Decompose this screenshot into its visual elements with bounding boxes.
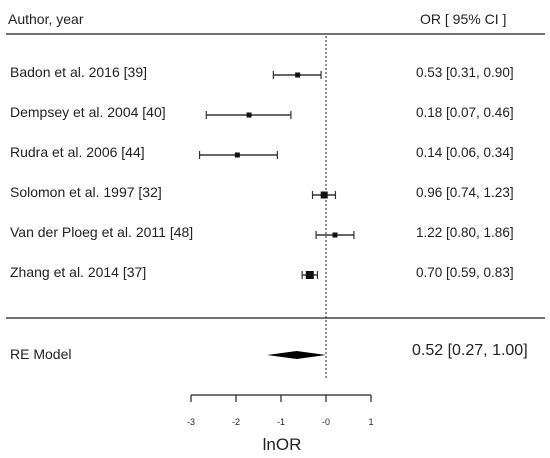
study-point-estimate bbox=[234, 152, 240, 158]
x-axis-tick-label: -1 bbox=[277, 417, 285, 427]
summary-diamond bbox=[267, 351, 326, 359]
study-point-estimate bbox=[295, 72, 301, 78]
study-label: Rudra et al. 2006 [44] bbox=[10, 144, 145, 160]
study-point-estimate bbox=[246, 112, 252, 118]
study-or-ci: 0.53 [0.31, 0.90] bbox=[416, 65, 514, 80]
study-label: Badon et al. 2016 [39] bbox=[10, 64, 147, 80]
study-label: Zhang et al. 2014 [37] bbox=[10, 264, 146, 280]
summary-label: RE Model bbox=[10, 346, 71, 362]
x-axis-tick-label: -0 bbox=[322, 417, 330, 427]
header-or-ci: OR [ 95% CI ] bbox=[420, 11, 506, 27]
study-or-ci: 0.14 [0.06, 0.34] bbox=[416, 145, 514, 160]
study-label: Solomon et al. 1997 [32] bbox=[10, 184, 162, 200]
x-axis-tick-label: -3 bbox=[187, 417, 195, 427]
study-label: Van der Ploeg et al. 2011 [48] bbox=[10, 224, 193, 240]
study-or-ci: 0.18 [0.07, 0.46] bbox=[416, 105, 514, 120]
x-axis-label: lnOR bbox=[263, 435, 302, 454]
header-author-year: Author, year bbox=[8, 11, 84, 27]
x-axis-tick-label: 1 bbox=[368, 417, 373, 427]
study-or-ci: 0.96 [0.74, 1.23] bbox=[416, 185, 514, 200]
study-or-ci: 0.70 [0.59, 0.83] bbox=[416, 265, 514, 280]
study-point-estimate bbox=[320, 191, 328, 199]
study-point-estimate bbox=[332, 232, 338, 238]
study-or-ci: 1.22 [0.80, 1.86] bbox=[416, 225, 514, 240]
x-axis-tick-label: -2 bbox=[232, 417, 240, 427]
study-point-estimate bbox=[305, 271, 314, 279]
x-axis: -3 -2 -1 -0 1 bbox=[187, 394, 374, 427]
plot-marks: Badon et al. 2016 [39] 0.53 [0.31, 0.90] D… bbox=[10, 36, 528, 378]
summary-or-ci: 0.52 [0.27, 1.00] bbox=[412, 342, 528, 359]
study-label: Dempsey et al. 2004 [40] bbox=[10, 104, 166, 120]
